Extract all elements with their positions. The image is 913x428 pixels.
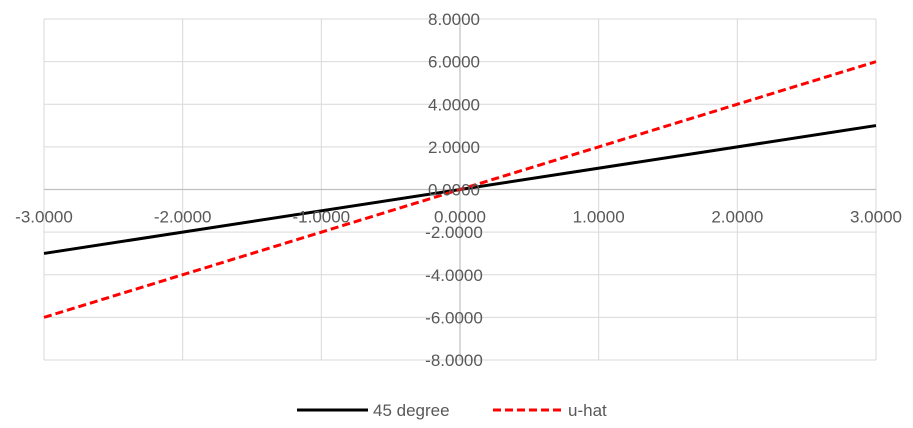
x-tick-label: -2.0000 [154, 208, 212, 227]
y-tick-label: 0.0000 [428, 181, 480, 200]
series-line-u-hat [43, 60, 877, 319]
x-tick-label: 0.0000 [434, 208, 486, 227]
y-tick-label: 6.0000 [428, 53, 480, 72]
y-tick-label: -8.0000 [425, 351, 483, 370]
y-tick-label: 8.0000 [428, 10, 480, 29]
series-lines [43, 60, 877, 319]
y-tick-label: -2.0000 [425, 223, 483, 242]
x-tick-label: -3.0000 [15, 208, 73, 227]
x-tick-label: 2.0000 [711, 208, 763, 227]
tick-labels: -3.0000 -2.0000 -1.0000 0.0000 1.0000 2.0000 3… [15, 10, 902, 370]
legend: 45 degree u-hat [297, 401, 607, 420]
y-tick-label: -6.0000 [425, 308, 483, 327]
x-tick-label: 1.0000 [573, 208, 625, 227]
y-tick-label: 4.0000 [428, 95, 480, 114]
y-tick-label: -4.0000 [425, 266, 483, 285]
x-tick-label: 3.0000 [850, 208, 902, 227]
legend-label-0: 45 degree [373, 401, 450, 420]
legend-label-1: u-hat [568, 401, 607, 420]
y-tick-label: 2.0000 [428, 138, 480, 157]
x-tick-label: -1.0000 [292, 208, 350, 227]
